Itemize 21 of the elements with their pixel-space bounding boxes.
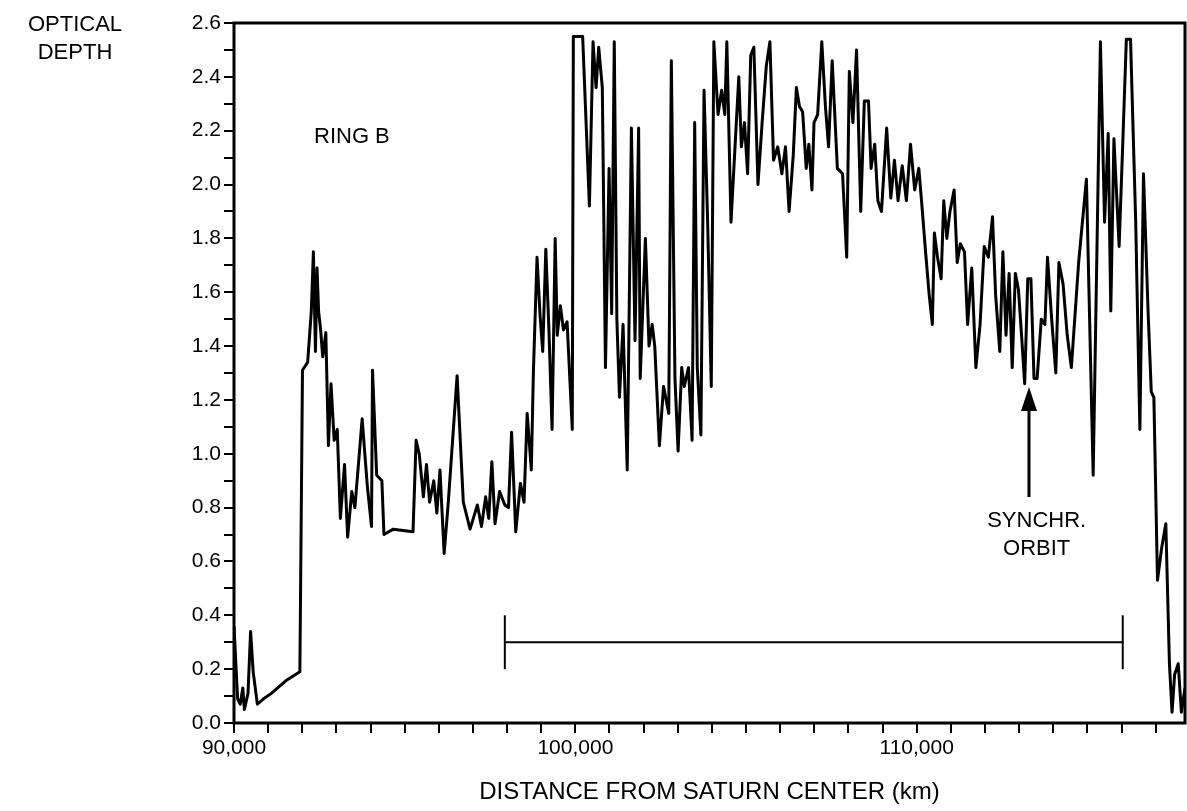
y-tick-label: 2.6: [191, 9, 221, 33]
annotation: RING B: [314, 123, 390, 148]
y-tick-label: 0.8: [191, 494, 221, 518]
y-tick-label: 1.4: [191, 332, 222, 356]
y-tick-label: 2.2: [191, 117, 221, 141]
y-tick-label: 2.0: [191, 171, 221, 195]
x-tick-label: 90,000: [201, 735, 267, 759]
y-tick-label: 0.4: [191, 602, 222, 626]
x-tick-label: 110,000: [879, 735, 954, 759]
x-tick-label: 100,000: [537, 735, 614, 759]
y-tick-label: 1.2: [191, 386, 221, 410]
y-tick-label: 0.2: [191, 655, 221, 679]
y-tick-label: 0.0: [191, 709, 221, 733]
y-tick-label: 1.0: [191, 440, 221, 464]
annotation: SYNCHR. ORBIT: [987, 507, 1087, 560]
y-tick-label: 1.8: [191, 225, 221, 249]
y-tick-label: 0.6: [191, 548, 221, 572]
y-tick-label: 2.4: [191, 63, 222, 87]
x-axis-title: DISTANCE FROM SATURN CENTER (km): [479, 777, 940, 805]
y-axis-title: OPTICAL DEPTH: [26, 10, 124, 66]
y-tick-label: 1.6: [191, 279, 221, 303]
